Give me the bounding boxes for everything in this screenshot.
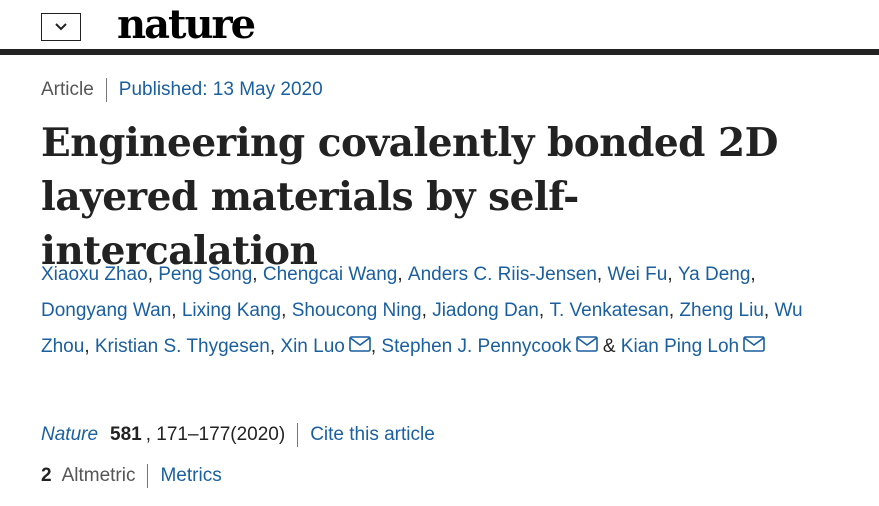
author-separator: , <box>538 300 550 321</box>
author-item: T. Venkatesan, <box>549 300 679 321</box>
author-separator: , <box>147 264 159 285</box>
author-name-link[interactable]: Chengcai Wang <box>262 264 398 285</box>
divider <box>147 464 149 488</box>
author-separator: , <box>370 336 382 357</box>
author-separator: , <box>421 300 433 321</box>
author-item: Xiaoxu Zhao, <box>41 264 158 285</box>
author-item: Lixing Kang, <box>182 300 292 321</box>
author-name-link[interactable]: Zheng Liu <box>679 300 764 321</box>
author-item: Zheng Liu, <box>679 300 774 321</box>
author-name-link[interactable]: Wei Fu <box>607 264 668 285</box>
author-item: Wei Fu, <box>607 264 677 285</box>
journal-name[interactable]: Nature <box>41 424 99 445</box>
author-item: Chengcai Wang, <box>263 264 408 285</box>
author-name-link[interactable]: Shoucong Ning <box>291 300 422 321</box>
nature-logo[interactable]: nature <box>117 1 256 48</box>
email-icon[interactable] <box>743 336 765 352</box>
email-icon[interactable] <box>349 336 371 352</box>
author-name-link[interactable]: Xiaoxu Zhao <box>41 264 148 285</box>
author-separator: , <box>596 264 608 285</box>
author-name-link[interactable]: Jiadong Dan <box>432 300 539 321</box>
author-item: Kian Ping Loh <box>621 336 765 357</box>
author-name-link[interactable]: Xin Luo <box>280 336 345 357</box>
author-name-link[interactable]: Stephen J. Pennycook <box>381 336 572 357</box>
author-name-link[interactable]: Anders C. Riis-Jensen <box>407 264 597 285</box>
article-meta: Article Published: 13 May 2020 <box>41 78 323 102</box>
author-item: Anders C. Riis-Jensen, <box>408 264 608 285</box>
author-item: Wu Zhou, <box>41 300 803 357</box>
cite-this-article-link[interactable]: Cite this article <box>310 424 435 445</box>
divider <box>297 423 299 447</box>
author-item: Kristian S. Thygesen, <box>95 336 281 357</box>
site-header: nature <box>0 0 879 55</box>
author-item: Dongyang Wan, <box>41 300 182 321</box>
author-separator: , <box>84 336 95 357</box>
divider <box>105 78 107 102</box>
author-name-link[interactable]: T. Venkatesan <box>549 300 669 321</box>
chevron-down-icon <box>55 23 67 31</box>
author-item: Jiadong Dan, <box>432 300 549 321</box>
article-type: Article <box>41 79 94 100</box>
author-separator: , <box>763 300 775 321</box>
article-title: Engineering covalently bonded 2D layered… <box>41 120 778 274</box>
published-date: Published: 13 May 2020 <box>118 79 323 100</box>
metrics-link[interactable]: Metrics <box>160 465 222 486</box>
metrics-line: 2 Altmetric Metrics <box>41 464 222 488</box>
author-separator: & <box>597 336 621 357</box>
author-item: Shoucong Ning, <box>292 300 433 321</box>
citation-line: Nature 581 , 171–177(2020) Cite this art… <box>41 423 435 447</box>
menu-toggle-button[interactable] <box>41 13 81 41</box>
volume-number: 581 <box>110 424 142 445</box>
author-item: Peng Song, <box>158 264 263 285</box>
author-name-link[interactable]: Kian Ping Loh <box>620 336 740 357</box>
page-range: , 171–177(2020) <box>145 424 286 445</box>
author-name-link[interactable]: Kristian S. Thygesen <box>94 336 270 357</box>
author-name-link[interactable]: Ya Deng <box>677 264 751 285</box>
altmetric-label: Altmetric <box>61 465 136 486</box>
author-list: Xiaoxu Zhao, Peng Song, Chengcai Wang, A… <box>41 257 841 365</box>
author-separator: , <box>252 264 263 285</box>
author-name-link[interactable]: Wu Zhou <box>41 300 803 357</box>
author-separator: , <box>668 300 680 321</box>
author-name-link[interactable]: Peng Song <box>158 264 253 285</box>
email-icon[interactable] <box>575 336 598 352</box>
author-separator: , <box>397 264 408 285</box>
author-item: Xin Luo, <box>280 336 381 357</box>
author-separator: , <box>667 264 678 285</box>
altmetric-count: 2 <box>41 465 52 486</box>
author-separator: , <box>750 264 756 285</box>
author-name-link[interactable]: Lixing Kang <box>181 300 282 321</box>
author-separator: , <box>171 300 182 321</box>
author-item: Stephen J. Pennycook & <box>381 336 620 357</box>
author-name-link[interactable]: Dongyang Wan <box>41 300 172 321</box>
author-separator: , <box>269 336 281 357</box>
author-item: Ya Deng, <box>678 264 756 285</box>
author-separator: , <box>281 300 292 321</box>
header-divider <box>0 49 879 55</box>
